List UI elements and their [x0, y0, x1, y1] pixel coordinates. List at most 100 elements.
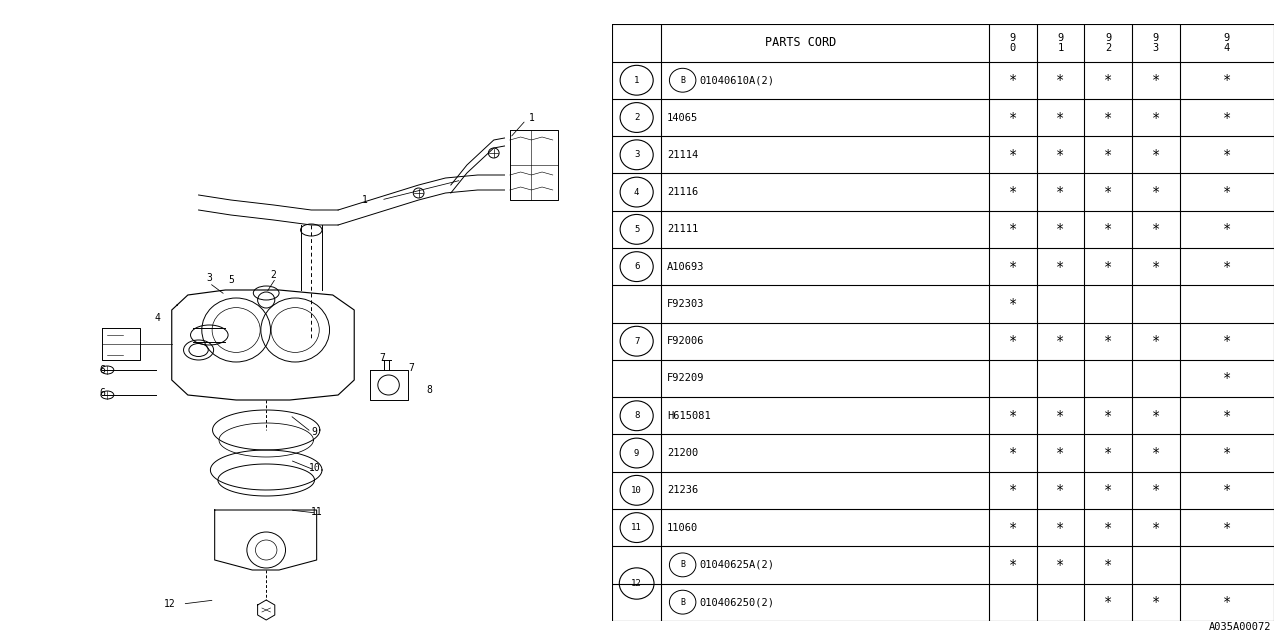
Text: *: * — [1222, 73, 1231, 87]
Text: F92006: F92006 — [667, 336, 704, 346]
Text: PARTS CORD: PARTS CORD — [765, 36, 836, 49]
Text: A10693: A10693 — [667, 262, 704, 271]
Text: 21111: 21111 — [667, 225, 698, 234]
Text: *: * — [1009, 446, 1018, 460]
Text: B: B — [680, 76, 685, 84]
Text: *: * — [1222, 185, 1231, 199]
Text: 01040625A(2): 01040625A(2) — [699, 560, 774, 570]
Text: 5: 5 — [634, 225, 639, 234]
Text: 3: 3 — [634, 150, 639, 159]
Text: H615081: H615081 — [667, 411, 710, 420]
Text: *: * — [1009, 334, 1018, 348]
Text: 8: 8 — [634, 412, 639, 420]
Text: *: * — [1103, 111, 1112, 125]
Text: 010406250(2): 010406250(2) — [699, 597, 774, 607]
Text: *: * — [1222, 334, 1231, 348]
Text: 10: 10 — [308, 463, 320, 473]
Text: *: * — [1152, 260, 1160, 274]
Text: 7: 7 — [634, 337, 639, 346]
Text: *: * — [1056, 409, 1065, 423]
Text: *: * — [1152, 483, 1160, 497]
Text: *: * — [1009, 297, 1018, 311]
Text: 8: 8 — [426, 385, 433, 395]
Ellipse shape — [191, 325, 228, 345]
Text: *: * — [1103, 334, 1112, 348]
Text: *: * — [1009, 148, 1018, 162]
Text: *: * — [1056, 73, 1065, 87]
Text: 9
2: 9 2 — [1105, 33, 1111, 53]
Text: *: * — [1222, 483, 1231, 497]
Text: *: * — [1056, 446, 1065, 460]
Text: *: * — [1009, 483, 1018, 497]
Text: *: * — [1009, 222, 1018, 236]
Text: *: * — [1009, 73, 1018, 87]
Text: 6: 6 — [634, 262, 639, 271]
Ellipse shape — [301, 224, 323, 236]
Text: *: * — [1009, 558, 1018, 572]
Text: *: * — [1103, 409, 1112, 423]
Text: 21236: 21236 — [667, 485, 698, 495]
Text: *: * — [1222, 446, 1231, 460]
Text: *: * — [1056, 483, 1065, 497]
Text: 11: 11 — [311, 507, 323, 517]
Text: *: * — [1103, 483, 1112, 497]
Text: *: * — [1222, 148, 1231, 162]
Text: F92303: F92303 — [667, 299, 704, 309]
Text: *: * — [1056, 520, 1065, 534]
Text: 11060: 11060 — [667, 523, 698, 532]
Text: *: * — [1056, 148, 1065, 162]
Text: *: * — [1056, 260, 1065, 274]
Text: *: * — [1103, 520, 1112, 534]
Text: *: * — [1152, 520, 1160, 534]
Text: 3: 3 — [206, 273, 212, 283]
Text: *: * — [1152, 595, 1160, 609]
Text: *: * — [1056, 558, 1065, 572]
Text: *: * — [1056, 334, 1065, 348]
Text: 4: 4 — [155, 313, 161, 323]
Text: F92209: F92209 — [667, 374, 704, 383]
Text: *: * — [1152, 111, 1160, 125]
Text: *: * — [1056, 111, 1065, 125]
Text: *: * — [1009, 520, 1018, 534]
Text: *: * — [1222, 595, 1231, 609]
Ellipse shape — [101, 391, 114, 399]
Text: 9: 9 — [634, 449, 639, 458]
Text: B: B — [680, 598, 685, 607]
Text: *: * — [1152, 185, 1160, 199]
Text: 9: 9 — [311, 427, 317, 437]
Text: 1: 1 — [634, 76, 639, 84]
Text: *: * — [1222, 520, 1231, 534]
Text: 7: 7 — [379, 353, 385, 363]
Text: 5: 5 — [228, 275, 234, 285]
Text: 21200: 21200 — [667, 448, 698, 458]
Text: 21114: 21114 — [667, 150, 698, 160]
Text: 11: 11 — [631, 523, 643, 532]
Text: 2: 2 — [271, 270, 276, 280]
Text: *: * — [1056, 185, 1065, 199]
Text: 9
4: 9 4 — [1224, 33, 1230, 53]
Text: 7: 7 — [408, 363, 413, 373]
Text: *: * — [1009, 260, 1018, 274]
Text: 6: 6 — [99, 388, 105, 398]
Text: 21116: 21116 — [667, 187, 698, 197]
Text: 4: 4 — [634, 188, 639, 196]
Text: 2: 2 — [634, 113, 639, 122]
Text: *: * — [1222, 222, 1231, 236]
Text: *: * — [1009, 185, 1018, 199]
Text: 10: 10 — [631, 486, 643, 495]
Text: 9
3: 9 3 — [1153, 33, 1158, 53]
Text: *: * — [1222, 260, 1231, 274]
Text: 1: 1 — [362, 195, 367, 205]
Text: *: * — [1103, 222, 1112, 236]
Text: *: * — [1103, 260, 1112, 274]
Text: 1: 1 — [529, 113, 534, 123]
Text: *: * — [1152, 446, 1160, 460]
Text: *: * — [1222, 409, 1231, 423]
Text: *: * — [1103, 148, 1112, 162]
Text: *: * — [1103, 558, 1112, 572]
Text: 01040610A(2): 01040610A(2) — [699, 76, 774, 85]
Text: *: * — [1056, 222, 1065, 236]
Text: 14065: 14065 — [667, 113, 698, 122]
Text: *: * — [1009, 111, 1018, 125]
Text: *: * — [1103, 446, 1112, 460]
